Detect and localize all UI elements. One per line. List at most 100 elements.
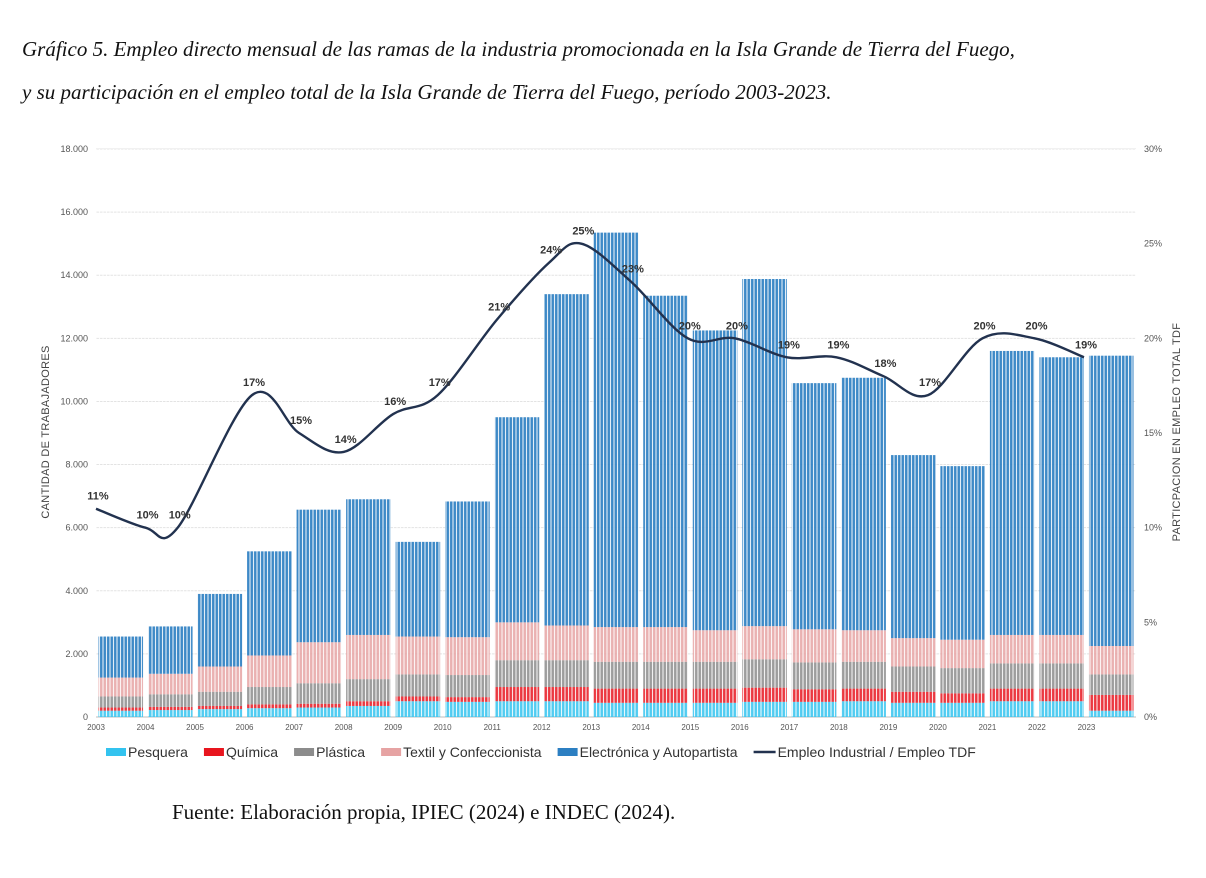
line-data-label: 17% <box>919 377 941 389</box>
line-data-label: 19% <box>1075 339 1097 351</box>
bar-segment-electr-nica-y-autopartista <box>643 295 688 628</box>
line-data-label: 10% <box>137 510 159 522</box>
y-axis-title: CANTIDAD DE TRABAJADORES <box>40 345 52 518</box>
line-data-label: 14% <box>335 434 357 446</box>
stacked-bar-line-chart: 11% 10% 10% 17% 15% 14% 16% 17% 21% 24% 25% 23% 20% 2… <box>40 144 1183 760</box>
bar-segment-pl-stica <box>643 661 688 689</box>
bar-segment-pesquera <box>148 710 193 717</box>
line-data-label: 15% <box>290 415 312 427</box>
bar-segment-electr-nica-y-autopartista <box>544 294 589 626</box>
bar-segment-qu-mica <box>494 687 540 702</box>
bar-segment-pl-stica <box>247 687 292 705</box>
y-tick-label: 16.000 <box>60 207 88 217</box>
legend-swatch <box>106 748 126 756</box>
bar-segment-qu-mica <box>148 706 193 711</box>
y2-tick-label: 10% <box>1144 523 1162 533</box>
bar-segment-electr-nica-y-autopartista <box>989 350 1035 635</box>
x-tick-label: 2011 <box>484 723 502 732</box>
y-tick-label: 12.000 <box>60 333 88 343</box>
bar-segment-pesquera <box>494 701 540 717</box>
y-tick-label: 10.000 <box>60 396 88 406</box>
bar-segment-textil-y-confeccionista <box>989 634 1035 664</box>
legend-label: Electrónica y Autopartista <box>580 744 738 760</box>
bar-segment-textil-y-confeccionista <box>346 634 391 680</box>
x-tick-label: 2012 <box>533 723 551 732</box>
bar-segment-textil-y-confeccionista <box>247 655 292 688</box>
line-series-path <box>95 241 1085 540</box>
line-data-label: 24% <box>540 245 562 257</box>
x-tick-label: 2020 <box>929 723 947 732</box>
legend-swatch <box>203 748 224 756</box>
bar-segment-qu-mica <box>247 704 292 709</box>
bar-segment-qu-mica <box>791 689 837 702</box>
line-data-label: 21% <box>488 301 510 313</box>
x-tick-label: 2022 <box>1028 723 1046 732</box>
y2-tick-label: 30% <box>1144 144 1162 154</box>
x-axis-ticks: 2003 2004 2005 2006 2007 2008 2009 2010 2011 2012… <box>87 723 1096 732</box>
y2-tick-label: 15% <box>1144 428 1162 438</box>
y-tick-label: 2.000 <box>65 649 88 659</box>
x-tick-label: 2003 <box>87 723 105 732</box>
caption-line-1: Gráfico 5. Empleo directo mensual de las… <box>22 37 1015 61</box>
bar-segment-pesquera <box>791 701 837 717</box>
bar-segment-pl-stica <box>593 661 639 689</box>
x-tick-label: 2007 <box>285 723 303 732</box>
x-tick-label: 2017 <box>780 723 798 732</box>
line-data-label: 11% <box>87 491 109 503</box>
bar-segment-qu-mica <box>940 693 985 703</box>
bar-segment-pl-stica <box>791 662 837 690</box>
x-tick-label: 2005 <box>186 723 204 732</box>
x-tick-label: 2013 <box>582 723 600 732</box>
line-data-label: 20% <box>726 320 748 332</box>
bar-segment-electr-nica-y-autopartista <box>791 383 837 630</box>
bar-segment-pl-stica <box>197 691 243 706</box>
y2-tick-label: 25% <box>1144 239 1162 249</box>
bar-segment-electr-nica-y-autopartista <box>593 232 639 628</box>
bar-segment-pesquera <box>197 709 243 717</box>
bar-segment-qu-mica <box>989 688 1035 702</box>
bar-segment-qu-mica <box>593 688 639 703</box>
caption-line-2: y su participación en el empleo total de… <box>22 80 832 104</box>
bar-segment-qu-mica <box>346 701 391 706</box>
y-axis-left-ticks: 0 2.000 4.000 6.000 8.000 10.000 12.000 14.000 1… <box>60 144 88 722</box>
line-data-label: 18% <box>874 358 896 370</box>
bar-segment-pl-stica <box>148 694 193 707</box>
bar-segment-electr-nica-y-autopartista <box>494 417 540 623</box>
bar-segment-pesquera <box>346 705 391 717</box>
y-tick-label: 6.000 <box>65 523 88 533</box>
line-data-label: 10% <box>169 510 191 522</box>
bar-segment-pesquera <box>296 707 342 717</box>
legend-swatch <box>294 748 315 756</box>
y-tick-label: 4.000 <box>65 586 88 596</box>
legend-item: Química <box>203 744 278 760</box>
bar-segment-pl-stica <box>890 666 936 692</box>
line-data-label: 17% <box>243 377 265 389</box>
bar-segment-pesquera <box>940 702 985 717</box>
bar-segment-pl-stica <box>544 660 589 688</box>
bar-segment-pl-stica <box>989 663 1035 689</box>
legend-item: Textil y Confeccionista <box>381 744 542 760</box>
bar-segment-textil-y-confeccionista <box>544 625 589 661</box>
legend-label: Empleo Industrial / Empleo TDF <box>778 744 976 760</box>
y2-tick-label: 20% <box>1144 333 1162 343</box>
bar-segment-pesquera <box>544 701 589 717</box>
x-tick-label: 2021 <box>979 723 997 732</box>
x-tick-label: 2006 <box>236 723 254 732</box>
chart-caption: Gráfico 5. Empleo directo mensual de las… <box>22 28 1202 114</box>
line-data-label: 23% <box>622 264 644 276</box>
legend-label: Química <box>226 744 278 760</box>
bar-segment-qu-mica <box>643 688 688 703</box>
y-tick-label: 8.000 <box>65 460 88 470</box>
bar-segment-electr-nica-y-autopartista <box>346 499 391 635</box>
x-tick-label: 2008 <box>335 723 353 732</box>
legend-item: Empleo Industrial / Empleo TDF <box>753 744 976 760</box>
bar-segment-pesquera <box>247 708 292 717</box>
bar-segment-qu-mica <box>296 703 342 708</box>
x-tick-label: 2015 <box>681 723 699 732</box>
y2-tick-label: 5% <box>1144 617 1157 627</box>
bar-segment-electr-nica-y-autopartista <box>247 551 292 656</box>
x-tick-label: 2004 <box>137 723 155 732</box>
x-tick-label: 2010 <box>434 723 452 732</box>
source-note: Fuente: Elaboración propia, IPIEC (2024)… <box>172 800 676 824</box>
bar-segment-pl-stica <box>494 660 540 688</box>
